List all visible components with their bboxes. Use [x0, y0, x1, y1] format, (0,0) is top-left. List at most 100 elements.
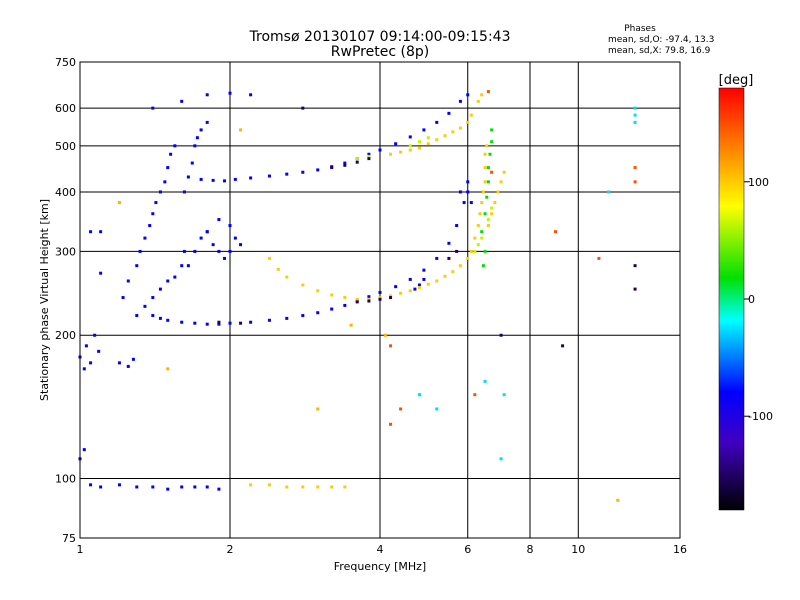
- data-point: [367, 297, 371, 301]
- data-point: [228, 224, 232, 228]
- data-point: [378, 297, 382, 301]
- data-point: [267, 318, 271, 322]
- data-point: [633, 106, 637, 110]
- data-point: [435, 256, 439, 260]
- data-point: [82, 367, 86, 371]
- phases-title: Phases: [624, 24, 656, 34]
- data-point: [417, 146, 421, 150]
- data-point: [267, 256, 271, 260]
- data-point: [469, 201, 473, 205]
- colorbar-tick-label: 100: [748, 176, 769, 189]
- data-point: [455, 224, 459, 228]
- phases-o-stats: mean, sd,O: -97.4, 13.3: [608, 35, 714, 45]
- data-point: [478, 212, 482, 216]
- data-point: [394, 285, 398, 289]
- data-point: [483, 212, 487, 216]
- data-points: [78, 90, 637, 502]
- data-point: [343, 303, 347, 307]
- data-point: [97, 349, 101, 353]
- data-point: [233, 177, 237, 181]
- data-point: [186, 175, 190, 179]
- data-point: [267, 174, 271, 178]
- data-point: [483, 180, 487, 184]
- x-tick-label: 2: [227, 543, 234, 556]
- data-point: [466, 190, 470, 194]
- data-point: [426, 136, 430, 140]
- data-point: [447, 111, 451, 115]
- data-point: [166, 166, 170, 170]
- data-point: [607, 190, 611, 194]
- data-point: [486, 224, 490, 228]
- data-point: [417, 393, 421, 397]
- data-point: [466, 256, 470, 260]
- data-point: [466, 93, 470, 97]
- data-point: [435, 407, 439, 411]
- data-point: [473, 236, 477, 240]
- y-axis-label: Stationary phase Virtual Height [km]: [38, 199, 51, 401]
- y-tick-label: 400: [55, 186, 76, 199]
- data-point: [447, 256, 451, 260]
- data-point: [285, 316, 289, 320]
- data-point: [408, 135, 412, 139]
- data-point: [597, 256, 601, 260]
- x-tick-label: 10: [571, 543, 585, 556]
- data-point: [417, 285, 421, 289]
- x-tick-label: 4: [377, 543, 384, 556]
- data-point: [135, 485, 139, 489]
- data-point: [561, 344, 565, 348]
- data-point: [343, 485, 347, 489]
- data-point: [417, 140, 421, 144]
- data-point: [343, 161, 347, 165]
- data-point: [158, 190, 162, 194]
- data-point: [469, 249, 473, 253]
- data-point: [469, 113, 473, 117]
- data-point: [633, 120, 637, 124]
- data-point: [476, 99, 480, 103]
- data-point: [223, 179, 227, 183]
- data-point: [131, 357, 135, 361]
- data-point: [205, 120, 209, 124]
- data-point: [499, 333, 503, 337]
- data-point: [458, 99, 462, 103]
- data-point: [426, 282, 430, 286]
- data-point: [502, 170, 506, 174]
- data-point: [422, 277, 426, 281]
- data-point: [151, 212, 155, 216]
- data-point: [199, 236, 203, 240]
- data-point: [466, 120, 470, 124]
- data-point: [476, 224, 480, 228]
- chart-subtitle: RwPretec (8p): [331, 44, 429, 60]
- data-point: [499, 457, 503, 461]
- data-point: [502, 393, 506, 397]
- plot-frame: [79, 61, 681, 539]
- data-point: [488, 152, 492, 156]
- data-point: [217, 320, 221, 324]
- data-point: [180, 99, 184, 103]
- data-point: [476, 243, 480, 247]
- data-point: [316, 289, 320, 293]
- data-point: [490, 170, 494, 174]
- x-tick-label: 16: [673, 543, 687, 556]
- data-point: [135, 314, 139, 318]
- data-point: [93, 333, 97, 337]
- data-point: [205, 230, 209, 234]
- data-point: [205, 322, 209, 326]
- data-point: [223, 256, 227, 260]
- data-point: [367, 157, 371, 161]
- data-point: [330, 485, 334, 489]
- data-point: [367, 154, 371, 158]
- data-point: [408, 289, 412, 293]
- data-point: [158, 287, 162, 291]
- data-point: [422, 128, 426, 132]
- data-point: [163, 180, 167, 184]
- data-point: [158, 316, 162, 320]
- data-point: [480, 236, 484, 240]
- data-point: [451, 270, 455, 274]
- data-point: [426, 142, 430, 146]
- data-point: [422, 268, 426, 272]
- data-point: [267, 483, 271, 487]
- data-point: [193, 249, 197, 253]
- data-point: [496, 190, 500, 194]
- data-point: [458, 190, 462, 194]
